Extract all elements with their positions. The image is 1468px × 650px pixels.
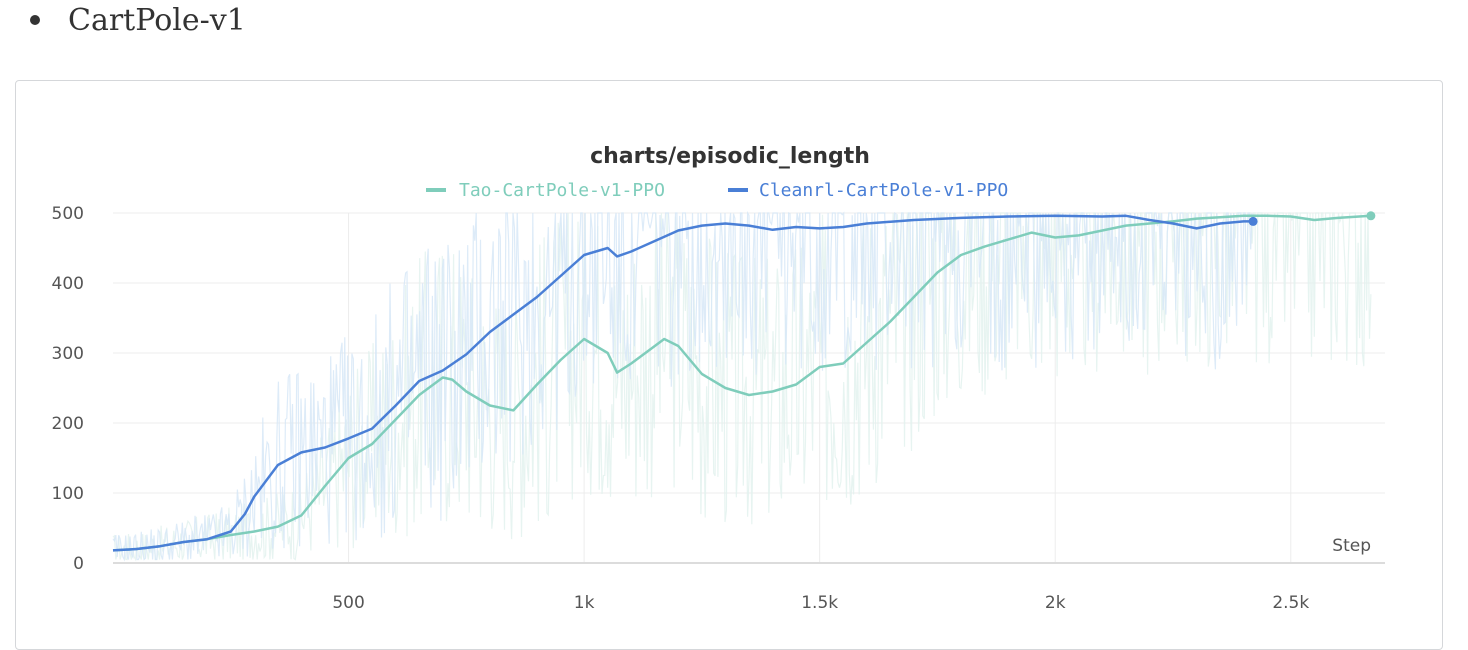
series-end-point-1[interactable]: [1248, 216, 1258, 226]
chart-title: charts/episodic_length: [590, 144, 870, 169]
series-line-1[interactable]: [112, 214, 1254, 552]
y-tick-label: 100: [52, 484, 84, 504]
x-tick-label: 1k: [574, 593, 595, 613]
y-tick-label: 0: [73, 554, 84, 574]
section-title: CartPole-v1: [68, 2, 246, 38]
x-tick-label: 2k: [1045, 593, 1066, 613]
section-bullet: CartPole-v1: [30, 0, 246, 40]
y-tick-label: 300: [52, 344, 84, 364]
legend-label-0[interactable]: Tao-CartPole-v1-PPO: [459, 180, 665, 201]
chart-svg[interactable]: charts/episodic_length Tao-CartPole-v1-PP…: [16, 81, 1444, 631]
legend-label-1[interactable]: Cleanrl-CartPole-v1-PPO: [759, 180, 1008, 201]
y-tick-label: 400: [52, 274, 84, 294]
bullet-dot: [30, 15, 40, 25]
x-tick-label: 2.5k: [1272, 593, 1309, 613]
x-tick-label: 1.5k: [801, 593, 838, 613]
chart-panel: charts/episodic_length Tao-CartPole-v1-PP…: [15, 80, 1443, 650]
x-tick-label: 500: [332, 593, 364, 613]
series-line-0[interactable]: [112, 214, 1371, 552]
y-tick-label: 200: [52, 414, 84, 434]
series-end-point-0[interactable]: [1366, 211, 1376, 221]
x-axis-label: Step: [1332, 536, 1371, 556]
y-tick-label: 500: [52, 204, 84, 224]
